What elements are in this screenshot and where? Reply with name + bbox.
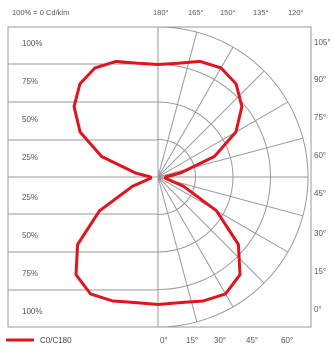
curves: [72, 59, 244, 306]
right-angle-label: 60°: [314, 151, 326, 160]
left-scale-label: 75%: [22, 269, 38, 278]
right-angle-label: 15°: [314, 267, 326, 276]
spoke-150: [157, 46, 234, 178]
spoke-45: [157, 176, 265, 284]
curve-c0c180: [72, 59, 244, 306]
grid: [7, 26, 312, 328]
left-scale-label: 25%: [22, 153, 38, 162]
spoke-135: [157, 70, 265, 178]
header-angle-label: 165°: [188, 8, 204, 17]
bottom-angle-label: 60°: [281, 336, 293, 345]
left-scale-label: 75%: [22, 77, 38, 86]
spoke-15: [157, 176, 198, 323]
bottom-angle-label: 15°: [186, 336, 198, 345]
right-angle-label: 90°: [314, 75, 326, 84]
bottom-angle-label: 45°: [246, 336, 258, 345]
header-scale-label: 100% = 0 Cd/klm: [12, 8, 69, 17]
left-scale-label: 50%: [22, 231, 38, 240]
header-angle-label: 150°: [220, 8, 236, 17]
right-angle-label: 0°: [314, 305, 322, 314]
bottom-angle-labels: 0° 15° 30° 45° 60°: [160, 336, 293, 345]
right-angle-label: 45°: [314, 189, 326, 198]
spoke-105: [157, 137, 304, 178]
spoke-75: [157, 176, 304, 217]
header-angle-label: 120°: [288, 8, 304, 17]
header-angle-label: 135°: [253, 8, 269, 17]
header-angle-label: 180°: [153, 8, 169, 17]
left-scale-label: 25%: [22, 193, 38, 202]
spoke-120: [157, 101, 289, 178]
right-angle-label: 30°: [314, 229, 326, 238]
spoke-30: [157, 176, 234, 308]
left-scale-label: 100%: [22, 307, 42, 316]
bottom-angle-label: 30°: [214, 336, 226, 345]
header-angle-labels: 180° 165° 150° 135° 120°: [153, 8, 304, 17]
spoke-60: [157, 176, 289, 253]
right-angle-labels: 105° 90° 75° 60° 45° 30° 15° 0°: [314, 38, 331, 314]
legend-label: C0/C180: [40, 336, 72, 345]
bottom-angle-label: 0°: [160, 336, 168, 345]
left-scale-label: 100%: [22, 39, 42, 48]
left-scale-labels: 100% 75% 50% 25% 25% 50% 75% 100%: [22, 39, 42, 316]
right-angle-label: 75°: [314, 113, 326, 122]
left-scale-label: 50%: [22, 115, 38, 124]
right-angle-label: 105°: [314, 38, 331, 47]
spoke-165: [157, 31, 198, 178]
